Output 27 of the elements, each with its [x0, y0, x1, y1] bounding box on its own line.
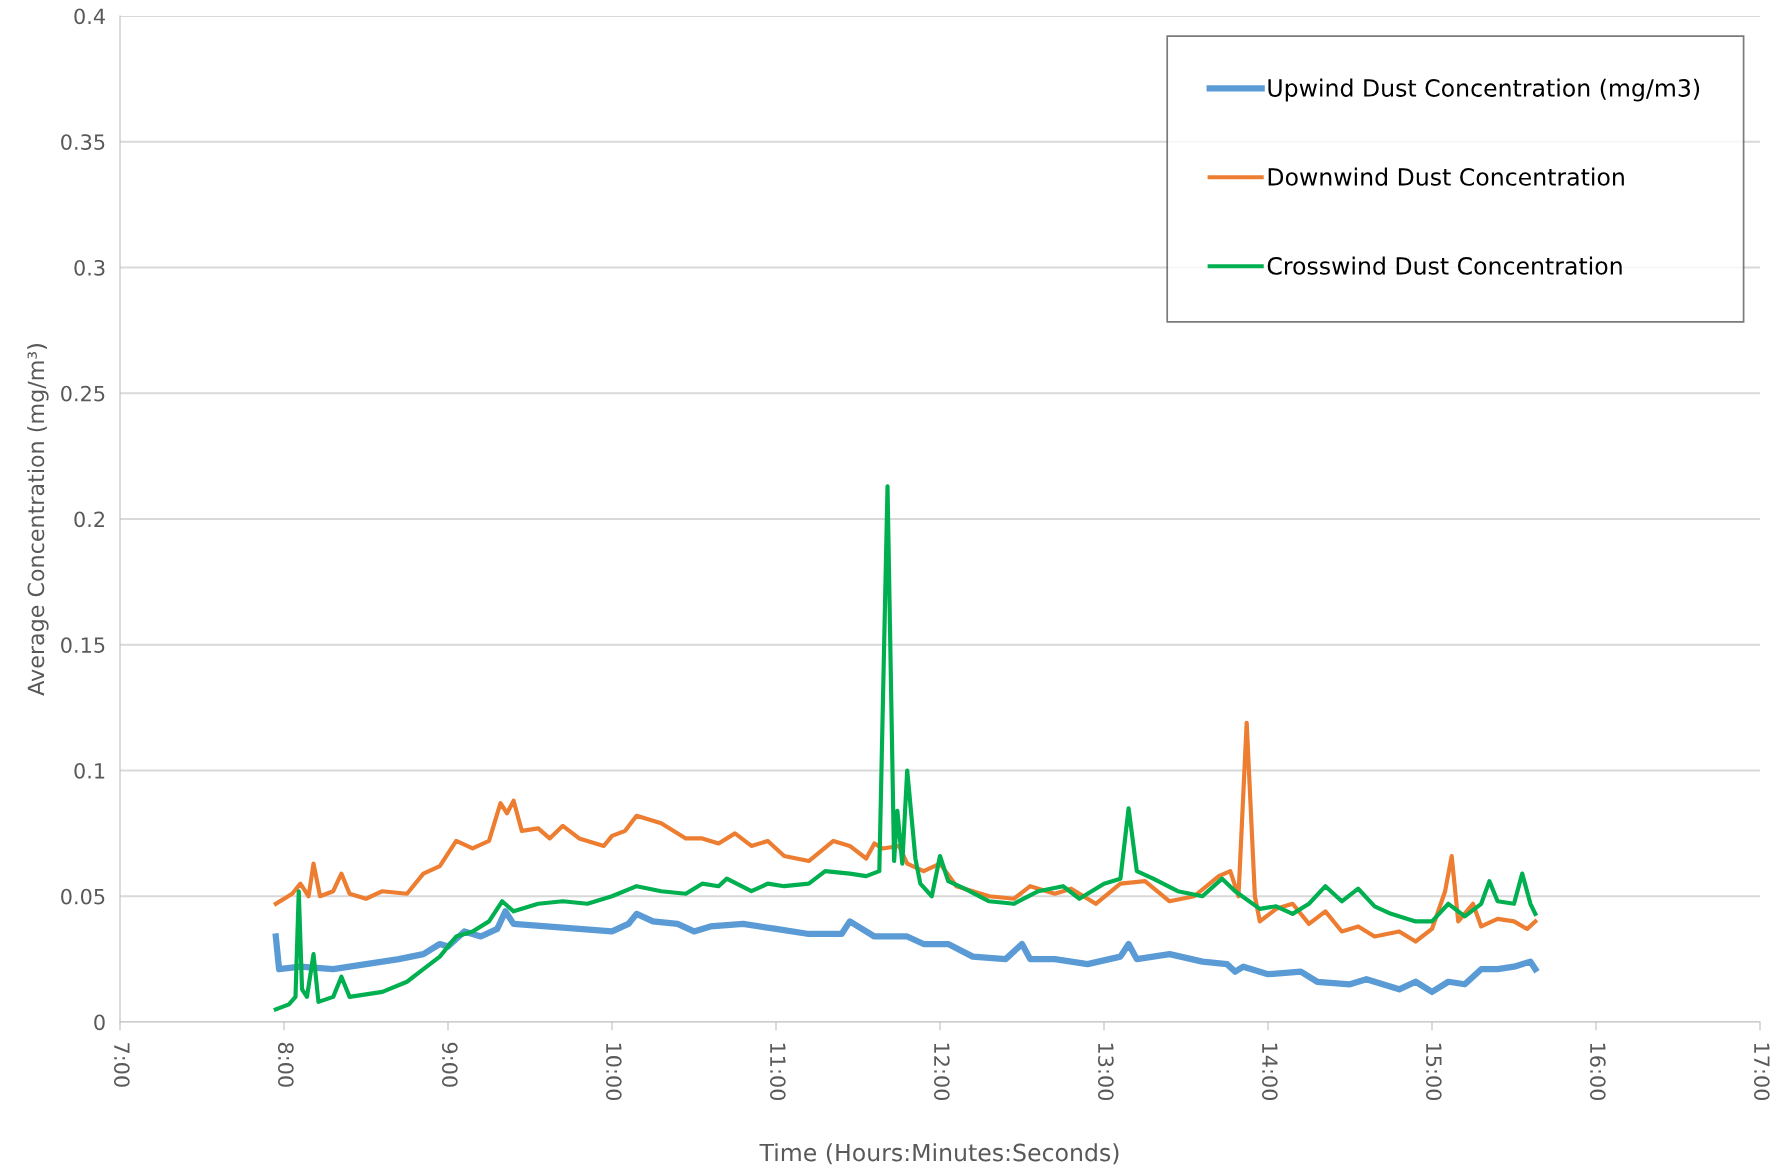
y-tick-label: 0.2	[74, 511, 105, 528]
y-axis-title: Average Concentration (mg/m³)	[27, 344, 49, 696]
legend-label: Upwind Dust Concentration (mg/m3)	[1268, 78, 1700, 102]
x-tick-label: 10:00	[605, 1043, 622, 1101]
line-series	[273, 484, 1538, 1012]
y-tick-label: 0.05	[61, 888, 105, 905]
line-series	[273, 720, 1538, 944]
x-tick-label: 13:00	[1097, 1043, 1114, 1101]
x-tick-label: 7:00	[113, 1043, 130, 1087]
y-tick-label: 0	[94, 1014, 105, 1031]
x-tick-label: 17:00	[1753, 1043, 1770, 1101]
y-tick-label: 0.35	[61, 134, 105, 150]
y-tick-label: 0.15	[61, 637, 105, 653]
y-tick-label: 0.25	[61, 385, 105, 402]
y-tick-label: 0.4	[74, 8, 105, 25]
x-axis-title: Time (Hours:Minutes:Seconds)	[759, 1143, 1119, 1165]
x-tick-label: 11:00	[769, 1043, 786, 1101]
x-tick-label: 15:00	[1425, 1043, 1442, 1101]
x-tick-label: 16:00	[1589, 1043, 1606, 1101]
y-tick-label: 0.1	[74, 762, 105, 779]
legend-label: Crosswind Dust Concentration	[1267, 256, 1622, 275]
x-tick-label: 14:00	[1261, 1043, 1278, 1101]
x-tick-label: 9:00	[441, 1042, 458, 1087]
x-tick-label: 8:00	[277, 1042, 294, 1087]
legend-label: Downwind Dust Concentration	[1268, 167, 1624, 186]
x-tick-label: 12:00	[933, 1043, 950, 1101]
y-tick-label: 0.3	[74, 259, 105, 276]
